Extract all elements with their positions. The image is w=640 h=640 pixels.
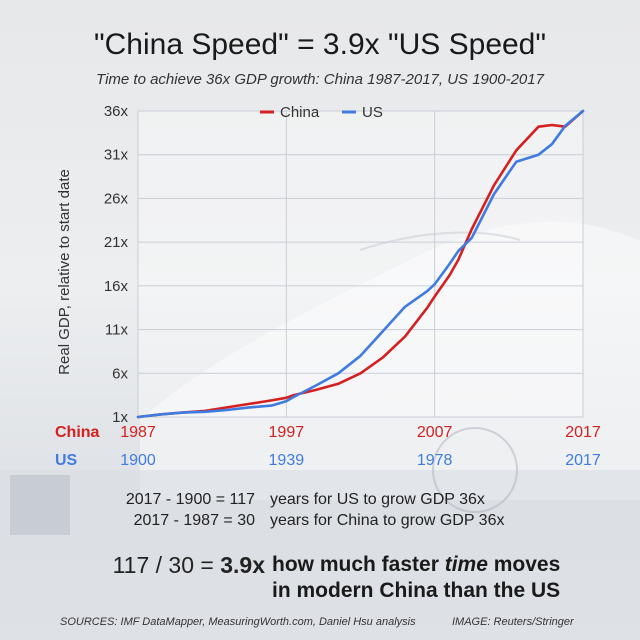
- chart-subtitle: Time to achieve 36x GDP growth: China 19…: [96, 71, 544, 88]
- x-tick-label-china: 2017: [565, 424, 601, 441]
- y-tick-label: 6x: [112, 365, 128, 382]
- y-axis-title: Real GDP, relative to start date: [56, 169, 73, 375]
- x-tick-label-us: 1978: [416, 452, 453, 469]
- y-tick-label: 31x: [104, 147, 129, 164]
- x-tick-label-china: 1997: [268, 424, 305, 441]
- legend-label-us: US: [362, 104, 383, 121]
- y-tick-label: 1x: [112, 409, 128, 426]
- us-calc-row: 2017 - 1900 = 117 years for US to grow G…: [100, 491, 520, 511]
- sources-note: SOURCES: IMF DataMapper, MeasuringWorth.…: [60, 616, 416, 628]
- china-calc-text: years for China to grow GDP 36x: [270, 512, 505, 529]
- china-axis-label: China: [55, 424, 100, 441]
- y-tick-label: 36x: [104, 103, 129, 120]
- y-tick-label: 26x: [104, 190, 129, 207]
- plot-area: [138, 111, 583, 417]
- china-calc-row: 2017 - 1987 = 30 years for China to grow…: [100, 512, 520, 532]
- ratio-equation: 117 / 30 = 3.9x: [60, 552, 265, 579]
- ratio-line-2: in modern China than the US: [272, 579, 561, 602]
- x-tick-label-us: 2017: [565, 452, 601, 469]
- x-tick-label-china: 1987: [120, 424, 156, 441]
- ratio-explanation: how much faster time moves in modern Chi…: [272, 552, 560, 604]
- image-credit: IMAGE: Reuters/Stringer: [452, 616, 574, 628]
- x-tick-label-china: 2007: [416, 424, 453, 441]
- us-calc-equation: 2017 - 1900 = 117: [125, 491, 255, 508]
- x-tick-label-us: 1900: [120, 452, 156, 469]
- us-axis-label: US: [55, 452, 78, 469]
- chart-title: "China Speed" = 3.9x "US Speed": [93, 28, 547, 61]
- us-calc-text: years for US to grow GDP 36x: [270, 491, 485, 508]
- y-tick-label: 16x: [104, 278, 129, 295]
- ratio-prefix: 117 / 30 =: [112, 552, 221, 578]
- y-tick-label: 21x: [104, 234, 129, 251]
- series-line-us: [136, 109, 585, 419]
- china-calc-equation: 2017 - 1987 = 30: [133, 512, 255, 529]
- legend-label-china: China: [280, 104, 320, 121]
- x-tick-label-us: 1939: [268, 452, 305, 469]
- y-tick-label: 11x: [105, 322, 129, 339]
- time-emphasis: time: [444, 553, 488, 576]
- ratio-line-1: how much faster time moves: [272, 553, 561, 576]
- ratio-value: 3.9x: [220, 552, 265, 578]
- series-line-china: [136, 109, 585, 419]
